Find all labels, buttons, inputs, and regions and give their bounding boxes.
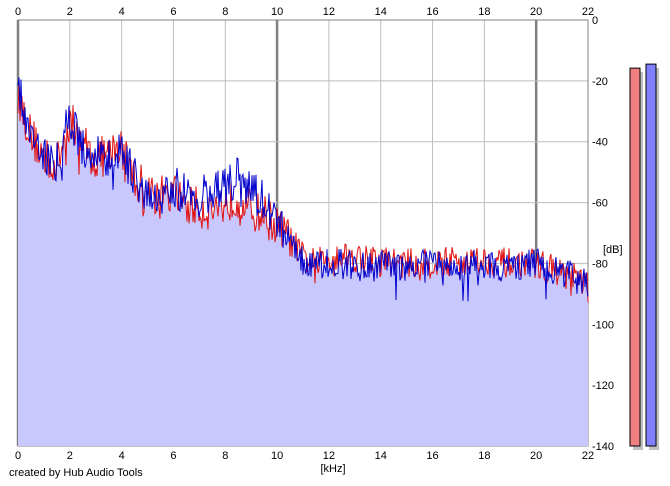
spectrum-fill bbox=[18, 80, 588, 447]
x-axis-label: [kHz] bbox=[320, 463, 345, 475]
x-tick-label-bottom: 10 bbox=[271, 450, 283, 462]
y-tick-label: -60 bbox=[592, 198, 608, 210]
x-tick-label-bottom: 2 bbox=[67, 450, 73, 462]
x-tick-label-top: 22 bbox=[582, 6, 594, 18]
x-tick-label-top: 10 bbox=[271, 6, 283, 18]
x-tick-label-top: 14 bbox=[375, 6, 387, 18]
x-tick-label-bottom: 0 bbox=[15, 450, 21, 462]
level-meters bbox=[629, 63, 659, 451]
y-tick-label: -80 bbox=[592, 258, 608, 270]
footer-credit: created by Hub Audio Tools bbox=[9, 467, 143, 479]
series-line bbox=[17, 77, 589, 302]
y-tick-labels: 0 -20 -40 -60 -80 -100 -120 -140 bbox=[592, 15, 614, 453]
x-tick-label-bottom: 14 bbox=[375, 450, 387, 462]
y-tick-label: -100 bbox=[592, 319, 614, 331]
x-tick-label-top: 18 bbox=[478, 6, 490, 18]
y-tick-label: -20 bbox=[592, 76, 608, 88]
y-tick-label: -140 bbox=[592, 441, 614, 453]
x-tick-label-bottom: 8 bbox=[222, 450, 228, 462]
x-tick-label-top: 4 bbox=[119, 6, 125, 18]
x-tick-label-bottom: 22 bbox=[582, 450, 594, 462]
x-tick-label-top: 16 bbox=[426, 6, 438, 18]
series-line bbox=[17, 80, 589, 303]
x-tick-label-bottom: 12 bbox=[323, 450, 335, 462]
x-tick-label-bottom: 20 bbox=[530, 450, 542, 462]
y-tick-label: -120 bbox=[592, 380, 614, 392]
y-tick-label: 0 bbox=[592, 15, 598, 27]
x-tick-label-top: 20 bbox=[530, 6, 542, 18]
x-tick-label-top: 0 bbox=[15, 6, 21, 18]
x-tick-labels-top: 0 2 4 6 8 10 12 14 16 18 20 22 bbox=[15, 6, 594, 18]
level-meter bbox=[629, 67, 641, 447]
y-axis-label: [dB] bbox=[603, 244, 623, 256]
x-tick-label-bottom: 4 bbox=[119, 450, 125, 462]
level-meter bbox=[645, 63, 657, 447]
x-tick-label-bottom: 18 bbox=[478, 450, 490, 462]
y-tick-label: -40 bbox=[592, 137, 608, 149]
x-tick-label-top: 8 bbox=[222, 6, 228, 18]
x-tick-label-top: 2 bbox=[67, 6, 73, 18]
x-tick-label-top: 6 bbox=[170, 6, 176, 18]
x-tick-label-top: 12 bbox=[323, 6, 335, 18]
series-lines bbox=[17, 77, 589, 303]
x-tick-labels-bottom: 0 2 4 6 8 10 12 14 16 18 20 22 bbox=[15, 450, 594, 462]
x-tick-label-bottom: 6 bbox=[170, 450, 176, 462]
x-tick-label-bottom: 16 bbox=[426, 450, 438, 462]
